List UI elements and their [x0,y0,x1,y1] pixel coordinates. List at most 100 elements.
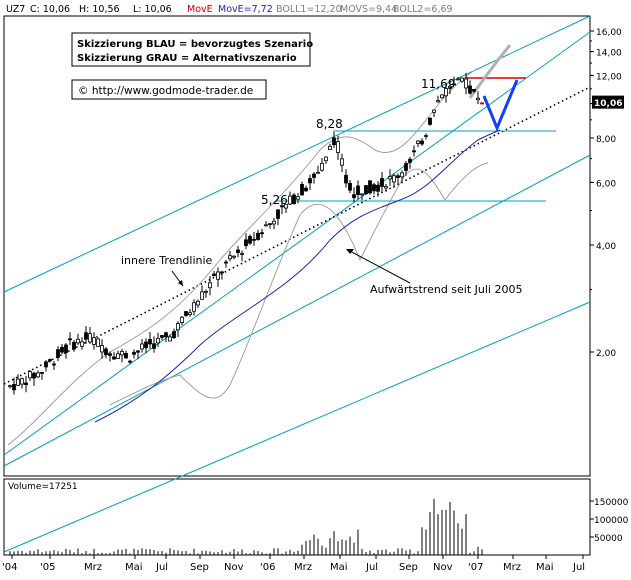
candle-body [412,150,416,153]
candle-body [244,239,248,247]
candle-body [232,255,236,258]
candle-body [52,363,56,366]
candle-body [340,158,344,166]
candle-body [452,83,456,86]
candle-body [148,339,152,345]
candle-body [8,385,12,388]
volume-tick-label: 100000 [594,516,629,526]
moving-average-line [94,129,501,423]
candle-body [360,193,364,196]
candle-body [268,223,272,225]
label-high-828: 8,28 [316,117,343,131]
candle-body [152,343,156,349]
candle-body [352,194,356,199]
scenario-legend: Skizzierung BLAU = bevorzugtes Szenario … [71,32,313,67]
candle-body [348,183,352,191]
candle-body [48,359,52,362]
candle-body [36,372,40,378]
candle-body [200,291,204,300]
candle-body [40,372,44,374]
last-price-label: 10,06 [594,99,622,109]
time-tick-label: Mrz [294,562,312,573]
candle-body [136,350,140,353]
candle-body [140,343,144,350]
candle-body [104,348,108,355]
header-ma: MovE [187,4,213,15]
candle-body [480,102,484,105]
candle-body [396,175,400,178]
bollinger-lower [109,162,489,406]
candle-body [252,238,256,241]
candle-body [92,337,96,345]
price-tick-label: 16,00 [596,28,622,38]
candle-body [456,78,460,81]
header-close: C: 10,06 [30,4,70,15]
candle-body [172,331,176,339]
candle-body [356,185,360,196]
candle-body [32,372,36,379]
candle-body [264,224,268,227]
candle-body [228,255,232,260]
candle-body [468,85,472,94]
candle-body [372,184,376,192]
last-price-box [592,95,624,109]
gray-scenario-arrow [468,44,512,99]
candle-body [28,371,32,379]
header-boll1: BOLL1=12,20 [276,4,342,15]
candle-body [280,205,284,208]
label-inner-trendline: innere Trendlinie [121,254,213,267]
candle-body [404,163,408,171]
header: UZ7 C: 10,06 H: 10,56 L: 10,06 MovE MovE… [6,4,453,15]
candle-body [240,253,244,255]
candle-body [132,351,136,355]
candle-body [184,311,188,316]
time-tick-label: '04 [2,562,17,573]
candle-body [276,209,280,219]
candle-body [364,185,368,195]
candle-body [248,236,252,244]
candle-body [168,336,172,342]
candle-body [316,171,320,174]
candle-body [24,382,28,385]
candle-body [236,249,240,253]
candle-body [260,232,264,235]
time-tick-label: Nov [224,562,244,573]
candle-body [124,353,128,359]
time-tick-label: Sep [190,562,209,573]
candle-body [324,156,328,162]
header-move: MovE=7,72 [218,4,273,15]
candle-body [256,232,260,240]
price-tick-label: 6,00 [596,179,616,189]
candle-body [160,335,164,338]
candle-body [388,176,392,180]
volume-title: Volume=17251 [8,482,78,492]
candle-body [216,271,220,280]
candle-body [164,332,168,338]
blue-scenario-arrow [482,79,519,132]
candle-body [20,378,24,385]
candle-body [312,173,316,178]
price-tick-label: 2,00 [596,349,616,359]
candle-body [108,353,112,356]
price-tick-label: 14,00 [596,49,622,59]
arrow-uptrend [347,249,411,284]
candle-body [428,117,432,125]
header-low: L: 10,06 [133,4,172,15]
candle-body [332,137,336,146]
channel-line [3,154,591,467]
candle-body [448,85,452,89]
candle-body [408,158,412,163]
candle-body [112,356,116,360]
price-tick-label: 8,00 [596,135,616,145]
candle-body [392,175,396,183]
candle-body [56,349,60,358]
candle-body [192,302,196,312]
inner-trend-line [3,86,591,385]
candle-body [420,140,424,145]
time-tick-label: Mai [125,562,143,573]
candle-body [156,338,160,344]
arrowhead-inner-trend [178,280,183,286]
price-panel-frame [3,15,591,477]
candle-body [380,178,384,187]
